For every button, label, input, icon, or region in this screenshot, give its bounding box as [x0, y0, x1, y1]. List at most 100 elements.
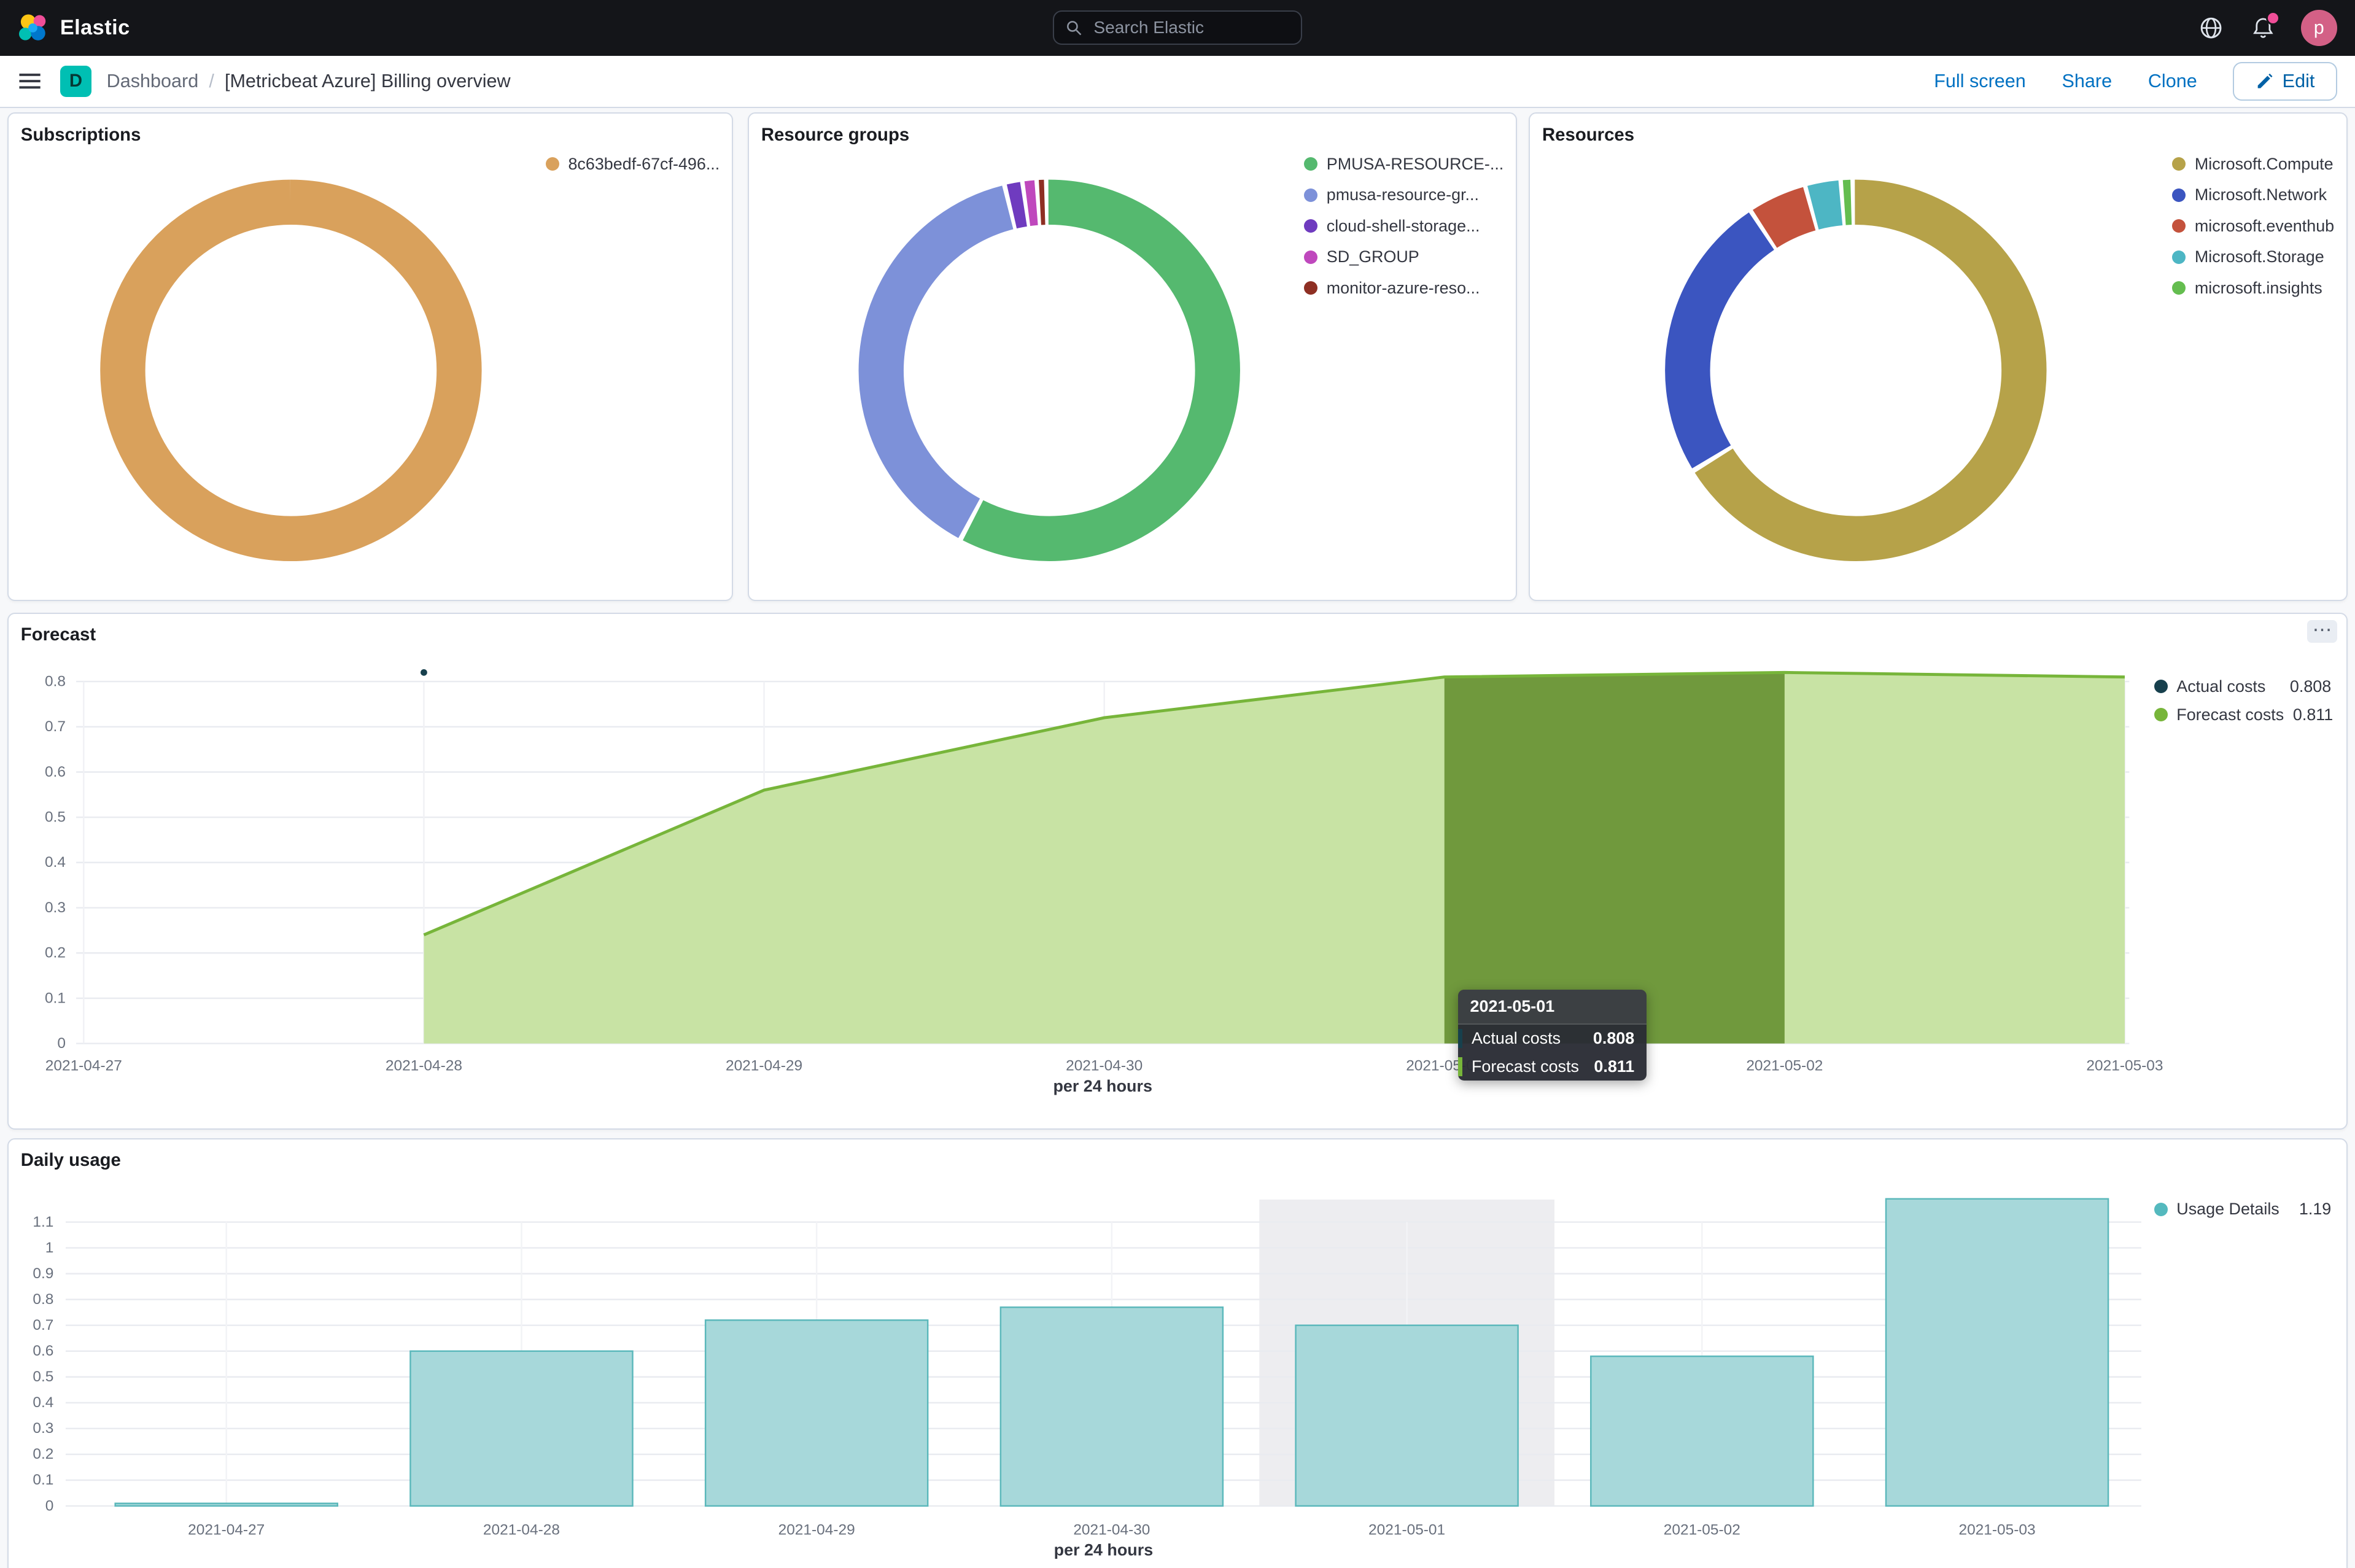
legend-value: 0.808 — [2289, 677, 2332, 696]
svg-text:0.5: 0.5 — [45, 809, 66, 826]
clone-button[interactable]: Clone — [2147, 70, 2197, 91]
panel-resources: Resources Microsoft.Compute Microsoft.Net… — [1529, 112, 2348, 601]
legend-item[interactable]: SD_GROUP — [1304, 247, 1503, 266]
svg-text:0.4: 0.4 — [45, 854, 66, 871]
legend-item[interactable]: cloud-shell-storage... — [1304, 217, 1503, 236]
daily-usage-legend: Usage Details 1.19 — [2154, 1200, 2332, 1219]
panel-title: Resources — [1542, 124, 1635, 145]
tooltip-date: 2021-05-01 — [1457, 989, 1647, 1025]
notifications-bell-icon[interactable] — [2248, 11, 2280, 43]
tooltip-label: Forecast costs — [1471, 1057, 1579, 1076]
user-avatar[interactable]: p — [2300, 9, 2337, 46]
tooltip-label: Actual costs — [1471, 1029, 1561, 1048]
global-search-box[interactable] — [1052, 10, 1303, 45]
menu-hamburger-icon[interactable] — [18, 71, 42, 91]
legend-dot-icon — [1304, 219, 1318, 233]
legend-item[interactable]: Actual costs 0.808 — [2154, 677, 2332, 696]
svg-text:2021-04-28: 2021-04-28 — [483, 1522, 560, 1539]
svg-text:2021-05-01: 2021-05-01 — [1368, 1522, 1445, 1539]
legend-label: cloud-shell-storage... — [1326, 216, 1480, 235]
svg-text:2021-05-02: 2021-05-02 — [1664, 1522, 1740, 1539]
legend-dot-icon — [2154, 680, 2168, 694]
share-button[interactable]: Share — [2062, 70, 2113, 91]
svg-text:0.8: 0.8 — [33, 1291, 54, 1308]
tooltip-row-actual: Actual costs 0.808 — [1457, 1025, 1647, 1053]
tooltip-value: 0.808 — [1593, 1029, 1635, 1048]
svg-text:0.1: 0.1 — [33, 1472, 54, 1489]
panel-options-icon[interactable]: ⋯ — [2307, 619, 2338, 643]
legend-dot-icon — [2172, 219, 2186, 233]
full-screen-button[interactable]: Full screen — [1934, 70, 2026, 91]
help-globe-icon[interactable] — [2196, 13, 2226, 43]
tooltip-value: 0.811 — [1594, 1057, 1635, 1076]
panel-resource-groups: Resource groups PMUSA-RESOURCE-... pmusa-… — [748, 112, 1517, 601]
brand-title: Elastic — [60, 15, 130, 39]
legend-item[interactable]: 8c63bedf-67cf-496... — [545, 154, 720, 174]
tooltip-row-forecast: Forecast costs 0.811 — [1457, 1053, 1647, 1081]
legend-label: pmusa-resource-gr... — [1326, 185, 1479, 204]
legend-label: Actual costs — [2176, 677, 2266, 696]
legend-label: Microsoft.Storage — [2194, 247, 2324, 266]
legend-item[interactable]: Microsoft.Compute — [2172, 155, 2334, 174]
legend-item[interactable]: Forecast costs 0.811 — [2154, 705, 2333, 724]
svg-text:0.9: 0.9 — [33, 1265, 54, 1282]
legend-dot-icon — [1304, 281, 1318, 295]
resources-donut-chart[interactable] — [1530, 114, 2345, 599]
elastic-logo[interactable] — [18, 13, 48, 43]
legend-dot-icon — [2154, 708, 2168, 722]
panel-title: Daily usage — [20, 1150, 121, 1171]
panel-daily-usage: Daily usage 0 0.1 0.2 0.3 0.4 0.5 0.6 0.7 0.8 0.9… — [7, 1138, 2348, 1568]
svg-text:0.4: 0.4 — [33, 1394, 54, 1411]
legend-label: microsoft.insights — [2194, 278, 2322, 297]
svg-text:1.1: 1.1 — [33, 1214, 54, 1230]
svg-text:1: 1 — [45, 1240, 54, 1256]
daily-usage-bar-chart[interactable]: 0 0.1 0.2 0.3 0.4 0.5 0.6 0.7 0.8 0.9 1 1.1 2021-04-… — [9, 1139, 2346, 1568]
legend-item[interactable]: monitor-azure-reso... — [1304, 279, 1503, 298]
legend-item[interactable]: microsoft.eventhub — [2172, 217, 2334, 236]
top-navigation-bar: Elastic — [0, 0, 2355, 56]
legend-label: 8c63bedf-67cf-496... — [568, 154, 720, 173]
breadcrumb-dashboard-link[interactable]: Dashboard — [106, 70, 199, 91]
subscriptions-legend: 8c63bedf-67cf-496... — [545, 154, 720, 174]
panel-title: Subscriptions — [20, 124, 141, 145]
pencil-icon — [2257, 73, 2273, 88]
edit-button[interactable]: Edit — [2233, 61, 2337, 101]
subscriptions-donut-chart[interactable] — [9, 114, 731, 599]
search-icon — [1066, 20, 1081, 35]
breadcrumb-current-page: [Metricbeat Azure] Billing overview — [224, 70, 511, 91]
legend-item[interactable]: PMUSA-RESOURCE-... — [1304, 155, 1503, 174]
legend-dot-icon — [2172, 157, 2186, 171]
legend-item[interactable]: Microsoft.Network — [2172, 185, 2334, 204]
resource-groups-donut-chart[interactable] — [749, 114, 1515, 599]
svg-text:2021-05-03: 2021-05-03 — [1959, 1522, 2036, 1539]
legend-item[interactable]: microsoft.insights — [2172, 279, 2334, 298]
toolbar-actions: Full screen Share Clone Edit — [1934, 61, 2337, 101]
legend-dot-icon — [2172, 188, 2186, 202]
legend-item[interactable]: pmusa-resource-gr... — [1304, 185, 1503, 204]
svg-text:0.5: 0.5 — [33, 1368, 54, 1385]
series-color-stripe — [1457, 1029, 1463, 1049]
legend-item[interactable]: Usage Details 1.19 — [2154, 1200, 2332, 1219]
legend-item[interactable]: Microsoft.Storage — [2172, 247, 2334, 266]
edit-button-label: Edit — [2282, 70, 2315, 91]
legend-dot-icon — [2172, 250, 2186, 264]
legend-label: monitor-azure-reso... — [1326, 278, 1480, 297]
svg-text:2021-05-02: 2021-05-02 — [1747, 1058, 1823, 1074]
space-badge[interactable]: D — [60, 65, 92, 97]
series-color-stripe — [1457, 1057, 1463, 1077]
panel-forecast: Forecast ⋯ 0 0.1 0.2 0.3 0.4 0.5 0.6 0.7 0.8 2021… — [7, 613, 2348, 1130]
breadcrumb: Dashboard / [Metricbeat Azure] Billing o… — [107, 71, 511, 92]
panel-subscriptions: Subscriptions 8c63bedf-67cf-496... — [7, 112, 733, 601]
svg-text:0.6: 0.6 — [45, 764, 66, 780]
search-input[interactable] — [1090, 16, 1289, 39]
legend-dot-icon — [1304, 157, 1318, 171]
svg-text:0: 0 — [58, 1035, 66, 1052]
elastic-logo-icon — [19, 14, 46, 41]
svg-text:2021-04-29: 2021-04-29 — [778, 1522, 855, 1539]
legend-label: microsoft.eventhub — [2194, 216, 2335, 235]
legend-dot-icon — [2154, 1202, 2168, 1216]
svg-text:0.6: 0.6 — [33, 1343, 54, 1359]
forecast-area-chart[interactable]: 0 0.1 0.2 0.3 0.4 0.5 0.6 0.7 0.8 2021-04-27 2021-… — [9, 614, 2346, 1109]
panel-title: Resource groups — [761, 124, 910, 145]
legend-value: 1.19 — [2299, 1200, 2332, 1219]
